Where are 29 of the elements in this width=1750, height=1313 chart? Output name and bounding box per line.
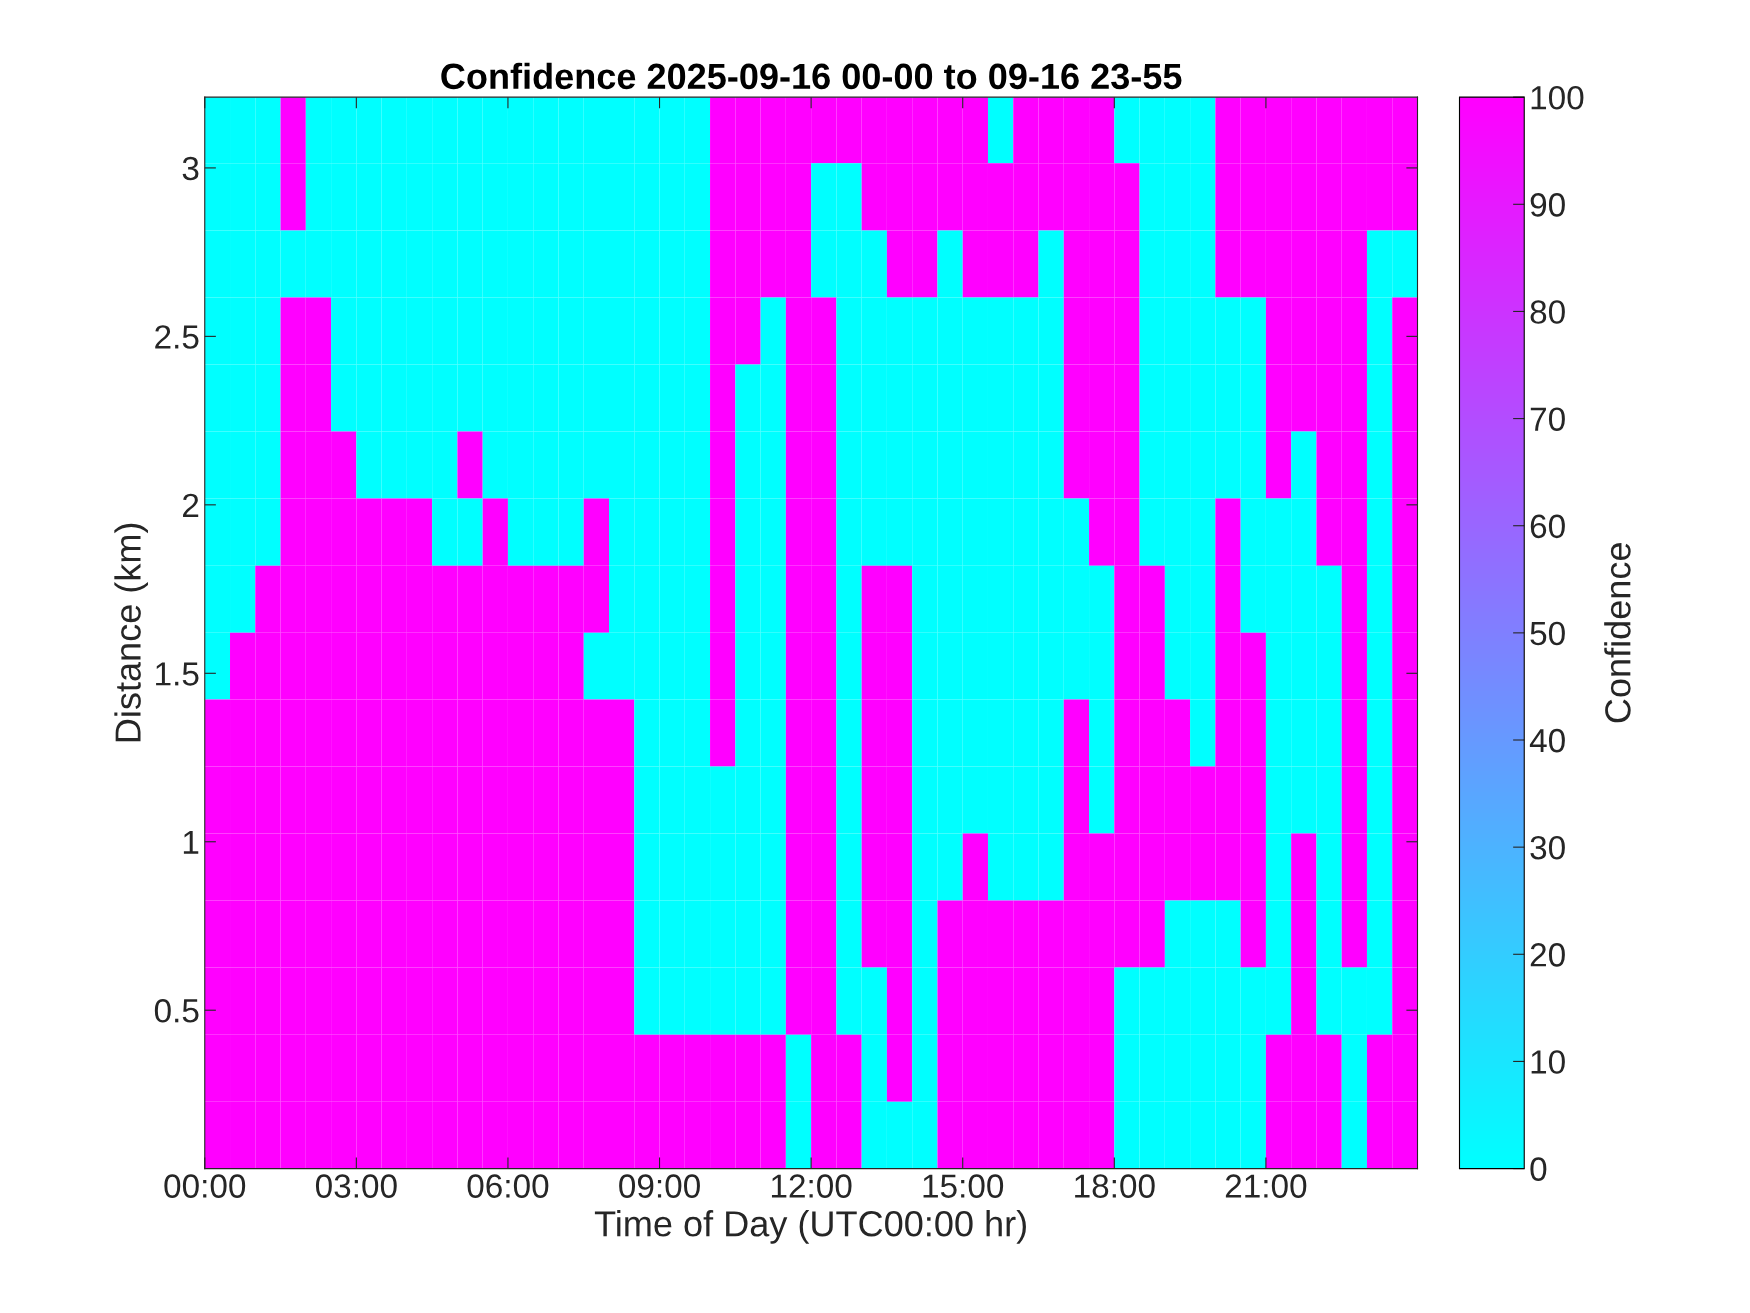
x-tick-label: 00:00 — [164, 1174, 246, 1198]
x-tick-label: 12:00 — [771, 1174, 852, 1198]
y-axis-title: Distance (km) — [114, 523, 148, 742]
color-bar-label: 30 — [1530, 835, 1565, 860]
color-bar-label: 80 — [1530, 300, 1565, 324]
color-bar-label: 90 — [1530, 193, 1565, 217]
x-tick-label: 03:00 — [315, 1174, 397, 1198]
color-bar-label: 100 — [1531, 85, 1584, 110]
color-bar-label: 20 — [1530, 943, 1565, 967]
color-bar-label: 40 — [1529, 728, 1565, 753]
y-tick-label: 1.5 — [156, 662, 199, 686]
color-bar-label: 60 — [1530, 514, 1565, 539]
y-tick-label: 0.5 — [154, 999, 199, 1023]
color-bar-title: Confidence — [1604, 543, 1631, 723]
y-tick-label: 3 — [182, 156, 199, 181]
x-tick-label: 06:00 — [467, 1174, 549, 1198]
chart-title: Confidence 2025-09-16 00-00 to 09-16 23-55 — [441, 62, 1182, 90]
y-tick-label: 1 — [183, 830, 199, 854]
color-bar-label: 0 — [1530, 1157, 1547, 1181]
x-tick-label: 18:00 — [1075, 1174, 1155, 1198]
color-bar-label: 10 — [1531, 1050, 1565, 1074]
x-tick-label: 15:00 — [923, 1174, 1004, 1198]
x-tick-label: 21:00 — [1225, 1174, 1307, 1198]
color-bar-label: 70 — [1530, 407, 1565, 431]
y-tick-label: 2 — [183, 493, 199, 517]
y-tick-label: 2.5 — [155, 325, 199, 349]
x-axis-title: Time of Day (UTC00:00 hr) — [594, 1210, 1026, 1244]
color-bar-label: 50 — [1530, 621, 1565, 646]
x-tick-label: 09:00 — [619, 1174, 700, 1198]
